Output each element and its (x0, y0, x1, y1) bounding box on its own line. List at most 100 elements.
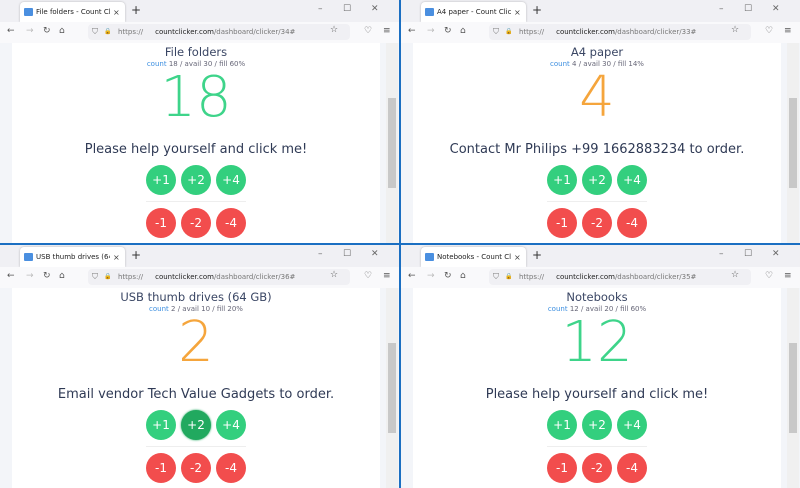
minus-2-button[interactable]: -2 (181, 453, 211, 483)
pocket-icon[interactable]: ♡ (765, 271, 774, 281)
plus-1-button[interactable]: +1 (547, 165, 577, 195)
plus-1-button[interactable]: +1 (146, 165, 176, 195)
back-button[interactable]: ← (408, 26, 416, 36)
browser-tab[interactable]: File folders - Count Clicker × (20, 2, 125, 22)
count-link[interactable]: count (146, 60, 167, 68)
menu-icon[interactable]: ≡ (784, 26, 792, 36)
page-content: Notebooks count 12 / avail 20 / fill 60%… (401, 288, 800, 488)
minimize-button[interactable]: – (719, 249, 724, 259)
close-tab-icon[interactable]: × (113, 7, 120, 17)
plus-4-button[interactable]: +4 (617, 410, 647, 440)
new-tab-button[interactable]: + (131, 248, 142, 262)
url-bar[interactable]: ⛉ 🔒 https:// countclicker.com/dashboard/c… (489, 269, 751, 285)
scrollbar-thumb[interactable] (388, 343, 396, 433)
browser-tab[interactable]: Notebooks - Count Clicker × (421, 247, 526, 267)
minimize-button[interactable]: – (318, 249, 323, 259)
window-close-button[interactable]: ✕ (772, 249, 780, 259)
window-close-button[interactable]: ✕ (772, 4, 780, 14)
plus-1-button[interactable]: +1 (146, 410, 176, 440)
pocket-icon[interactable]: ♡ (765, 26, 774, 36)
forward-button[interactable]: → (427, 271, 435, 281)
bookmark-star-icon[interactable]: ☆ (330, 270, 339, 280)
bookmark-star-icon[interactable]: ☆ (330, 25, 339, 35)
forward-button[interactable]: → (26, 271, 34, 281)
plus-4-button[interactable]: +4 (216, 410, 246, 440)
scrollbar-thumb[interactable] (789, 343, 797, 433)
maximize-button[interactable]: ☐ (343, 4, 352, 14)
divider (547, 201, 647, 202)
reload-button[interactable]: ↻ (43, 26, 51, 36)
minimize-button[interactable]: – (719, 4, 724, 14)
minimize-button[interactable]: – (318, 4, 323, 14)
new-tab-button[interactable]: + (131, 3, 142, 17)
plus-2-button[interactable]: +2 (582, 165, 612, 195)
minus-4-button[interactable]: -4 (617, 453, 647, 483)
minus-1-button[interactable]: -1 (146, 208, 176, 238)
close-tab-icon[interactable]: × (514, 252, 521, 262)
count-link[interactable]: count (547, 305, 568, 313)
scrollbar[interactable] (386, 288, 398, 488)
scrollbar[interactable] (386, 43, 398, 243)
reload-button[interactable]: ↻ (444, 271, 452, 281)
minus-4-button[interactable]: -4 (216, 453, 246, 483)
new-tab-button[interactable]: + (532, 248, 543, 262)
count-link[interactable]: count (550, 60, 570, 68)
home-button[interactable]: ⌂ (460, 26, 466, 36)
forward-button[interactable]: → (427, 26, 435, 36)
menu-icon[interactable]: ≡ (383, 26, 391, 36)
home-button[interactable]: ⌂ (460, 271, 466, 281)
plus-2-button[interactable]: +2 (582, 410, 612, 440)
back-button[interactable]: ← (7, 26, 15, 36)
minus-1-button[interactable]: -1 (146, 453, 176, 483)
home-button[interactable]: ⌂ (59, 26, 65, 36)
pocket-icon[interactable]: ♡ (364, 271, 373, 281)
window-close-button[interactable]: ✕ (371, 4, 379, 14)
plus-4-button[interactable]: +4 (617, 165, 647, 195)
maximize-button[interactable]: ☐ (343, 249, 352, 259)
forward-button[interactable]: → (26, 26, 34, 36)
plus-2-button[interactable]: +2 (181, 165, 211, 195)
stats-text: 2 / avail 10 / fill 20% (171, 305, 243, 313)
bookmark-star-icon[interactable]: ☆ (731, 25, 740, 35)
item-stats: count 12 / avail 20 / fill 60% (413, 305, 781, 313)
clicker-card: A4 paper count 4 / avail 30 / fill 14% 4… (413, 43, 781, 243)
url-bar[interactable]: ⛉ 🔒 https:// countclicker.com/dashboard/c… (489, 24, 751, 40)
scrollbar[interactable] (787, 288, 799, 488)
maximize-button[interactable]: ☐ (744, 249, 753, 259)
close-tab-icon[interactable]: × (113, 252, 120, 262)
minus-2-button[interactable]: -2 (582, 453, 612, 483)
home-button[interactable]: ⌂ (59, 271, 65, 281)
increment-buttons: +1 +2 +4 (12, 165, 380, 195)
minus-4-button[interactable]: -4 (617, 208, 647, 238)
maximize-button[interactable]: ☐ (744, 4, 753, 14)
menu-icon[interactable]: ≡ (784, 271, 792, 281)
count-link[interactable]: count (149, 305, 169, 313)
scrollbar-thumb[interactable] (789, 98, 797, 188)
new-tab-button[interactable]: + (532, 3, 543, 17)
reload-button[interactable]: ↻ (43, 271, 51, 281)
plus-2-button[interactable]: +2 (181, 410, 211, 440)
scrollbar[interactable] (787, 43, 799, 243)
back-button[interactable]: ← (7, 271, 15, 281)
scrollbar-thumb[interactable] (388, 98, 396, 188)
minus-1-button[interactable]: -1 (547, 208, 577, 238)
browser-tab[interactable]: USB thumb drives (64 GB) - Count Clicker… (20, 247, 125, 267)
window-close-button[interactable]: ✕ (371, 249, 379, 259)
url-bar[interactable]: ⛉ 🔒 https:// countclicker.com/dashboard/c… (88, 269, 350, 285)
bookmark-star-icon[interactable]: ☆ (731, 270, 740, 280)
minus-2-button[interactable]: -2 (582, 208, 612, 238)
minus-2-button[interactable]: -2 (181, 208, 211, 238)
menu-icon[interactable]: ≡ (383, 271, 391, 281)
url-path: /dashboard/clicker/36# (213, 273, 296, 281)
back-button[interactable]: ← (408, 271, 416, 281)
plus-4-button[interactable]: +4 (216, 165, 246, 195)
browser-tab[interactable]: A4 paper - Count Clicker × (421, 2, 526, 22)
plus-1-button[interactable]: +1 (547, 410, 577, 440)
reload-button[interactable]: ↻ (444, 26, 452, 36)
tab-title: File folders - Count Clicker (36, 8, 110, 16)
url-bar[interactable]: ⛉ 🔒 https:// countclicker.com/dashboard/c… (88, 24, 350, 40)
minus-1-button[interactable]: -1 (547, 453, 577, 483)
minus-4-button[interactable]: -4 (216, 208, 246, 238)
pocket-icon[interactable]: ♡ (364, 26, 373, 36)
close-tab-icon[interactable]: × (514, 7, 521, 17)
